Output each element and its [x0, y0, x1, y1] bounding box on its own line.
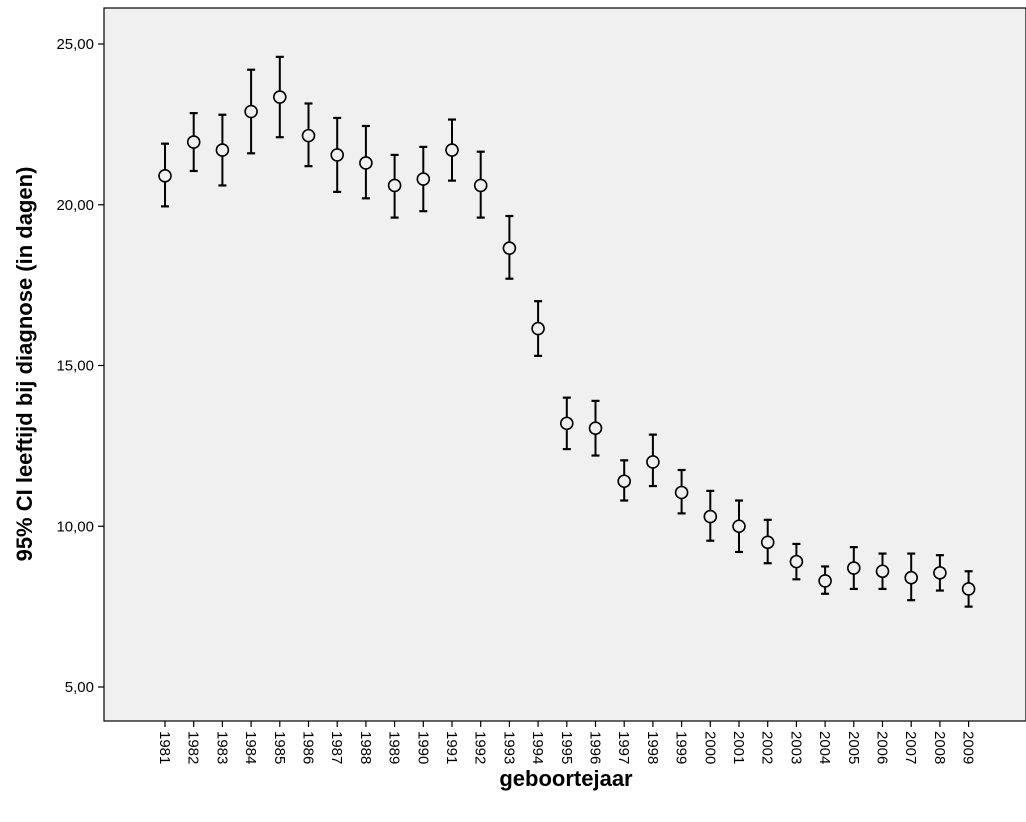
x-tick-label: 1986 — [300, 731, 317, 764]
mean-point — [186, 135, 201, 149]
x-tick-label: 1981 — [156, 731, 173, 764]
y-tick-label: 5,00 — [65, 679, 94, 696]
mean-point — [732, 519, 746, 534]
y-tick-label: 15,00 — [56, 358, 94, 375]
error-bar-1993 — [502, 214, 517, 280]
x-tick-label: 2005 — [845, 731, 862, 764]
error-bar-1983 — [215, 113, 230, 187]
mean-point — [330, 148, 345, 162]
x-tick-label: 1993 — [500, 731, 517, 764]
series-group — [158, 55, 976, 608]
error-bar-1999 — [674, 468, 689, 515]
error-bar-2006 — [875, 552, 890, 591]
error-bar-2000 — [703, 489, 718, 542]
error-bar-2008 — [933, 554, 947, 592]
x-tick-label: 1985 — [271, 731, 288, 764]
plot-area — [103, 7, 1026, 722]
mean-point — [272, 90, 287, 104]
mean-point — [473, 178, 488, 193]
y-tick-label: 25,00 — [56, 36, 94, 53]
x-tick-label: 1983 — [213, 731, 230, 764]
error-bar-1990 — [416, 145, 431, 213]
mean-point — [359, 156, 373, 170]
error-bar-1984 — [244, 68, 258, 155]
mean-point — [215, 143, 230, 157]
mean-point — [588, 421, 603, 435]
error-bar-1991 — [445, 118, 459, 182]
x-tick-label: 1989 — [386, 731, 403, 764]
error-bar-1997 — [617, 459, 632, 502]
x-tick-label: 2001 — [730, 731, 747, 764]
x-tick-label: 1996 — [587, 731, 604, 764]
error-bar-1987 — [330, 116, 345, 193]
mean-point — [674, 485, 689, 500]
x-tick-label: 2002 — [759, 731, 776, 764]
mean-point — [617, 474, 632, 489]
x-tick-label: 1999 — [673, 731, 690, 764]
x-tick-label: 1990 — [414, 731, 431, 764]
error-bar-1981 — [158, 142, 172, 208]
mean-point — [961, 582, 976, 596]
mean-point — [531, 321, 545, 336]
mean-point — [502, 241, 517, 255]
error-bar-1992 — [473, 150, 488, 219]
y-tick-label: 10,00 — [56, 518, 94, 535]
error-bar-1998 — [646, 433, 660, 488]
x-tick-label: 2000 — [701, 731, 718, 764]
error-bar-1985 — [272, 55, 287, 139]
error-bar-1988 — [359, 124, 373, 200]
mean-point — [416, 172, 431, 186]
error-bar-1989 — [387, 153, 402, 219]
error-bar-2004 — [818, 565, 832, 595]
x-tick-label: 1987 — [328, 731, 345, 764]
error-bar-2005 — [846, 546, 861, 591]
x-tick-label: 1995 — [558, 731, 575, 764]
mean-point — [559, 416, 574, 431]
error-bar-1982 — [186, 112, 201, 173]
y-axis-title: 95% CI leeftijd bij diagnose (in dagen) — [12, 167, 37, 562]
x-tick-label: 1982 — [185, 731, 202, 764]
x-tick-label: 1994 — [529, 731, 546, 764]
mean-point — [760, 535, 775, 550]
error-bar-1994 — [531, 300, 545, 357]
mean-point — [904, 570, 919, 585]
error-bar-2002 — [760, 518, 775, 565]
mean-point — [789, 554, 804, 569]
x-tick-label: 1984 — [242, 731, 259, 764]
mean-point — [846, 561, 861, 575]
x-tick-label: 2009 — [960, 731, 977, 764]
error-bar-1986 — [301, 102, 316, 168]
error-bar-1996 — [588, 399, 603, 457]
mean-point — [875, 564, 890, 579]
x-tick-label: 2003 — [787, 731, 804, 764]
error-bar-2007 — [904, 552, 919, 602]
y-tick-label: 20,00 — [56, 197, 94, 214]
error-bar-2009 — [961, 570, 976, 608]
x-tick-label: 2006 — [874, 731, 891, 764]
x-tick-label: 1998 — [644, 731, 661, 764]
mean-point — [158, 169, 172, 183]
x-tick-label: 1997 — [615, 731, 632, 764]
x-tick-label: 1991 — [443, 731, 460, 764]
mean-point — [703, 509, 718, 524]
error-bar-2001 — [732, 499, 746, 554]
mean-point — [445, 143, 459, 157]
mean-point — [301, 128, 316, 143]
x-tick-label: 2007 — [902, 731, 919, 764]
x-tick-label: 1988 — [357, 731, 374, 764]
mean-point — [387, 178, 402, 193]
error-bar-1995 — [559, 396, 574, 451]
mean-point — [933, 566, 947, 580]
x-tick-label: 2008 — [931, 731, 948, 764]
x-axis: 1981 1982 1983 1984 1985 1986 1987 1988 1989 1990… — [156, 721, 977, 764]
mean-point — [818, 574, 832, 588]
mean-point — [646, 455, 660, 469]
x-tick-label: 2004 — [816, 731, 833, 764]
error-bar-2003 — [789, 542, 804, 581]
mean-point — [244, 104, 258, 119]
x-tick-label: 1992 — [472, 731, 489, 764]
y-axis: 5,00 10,00 15,00 20,00 25,00 — [56, 36, 104, 696]
x-axis-title: geboortejaar — [499, 766, 633, 791]
